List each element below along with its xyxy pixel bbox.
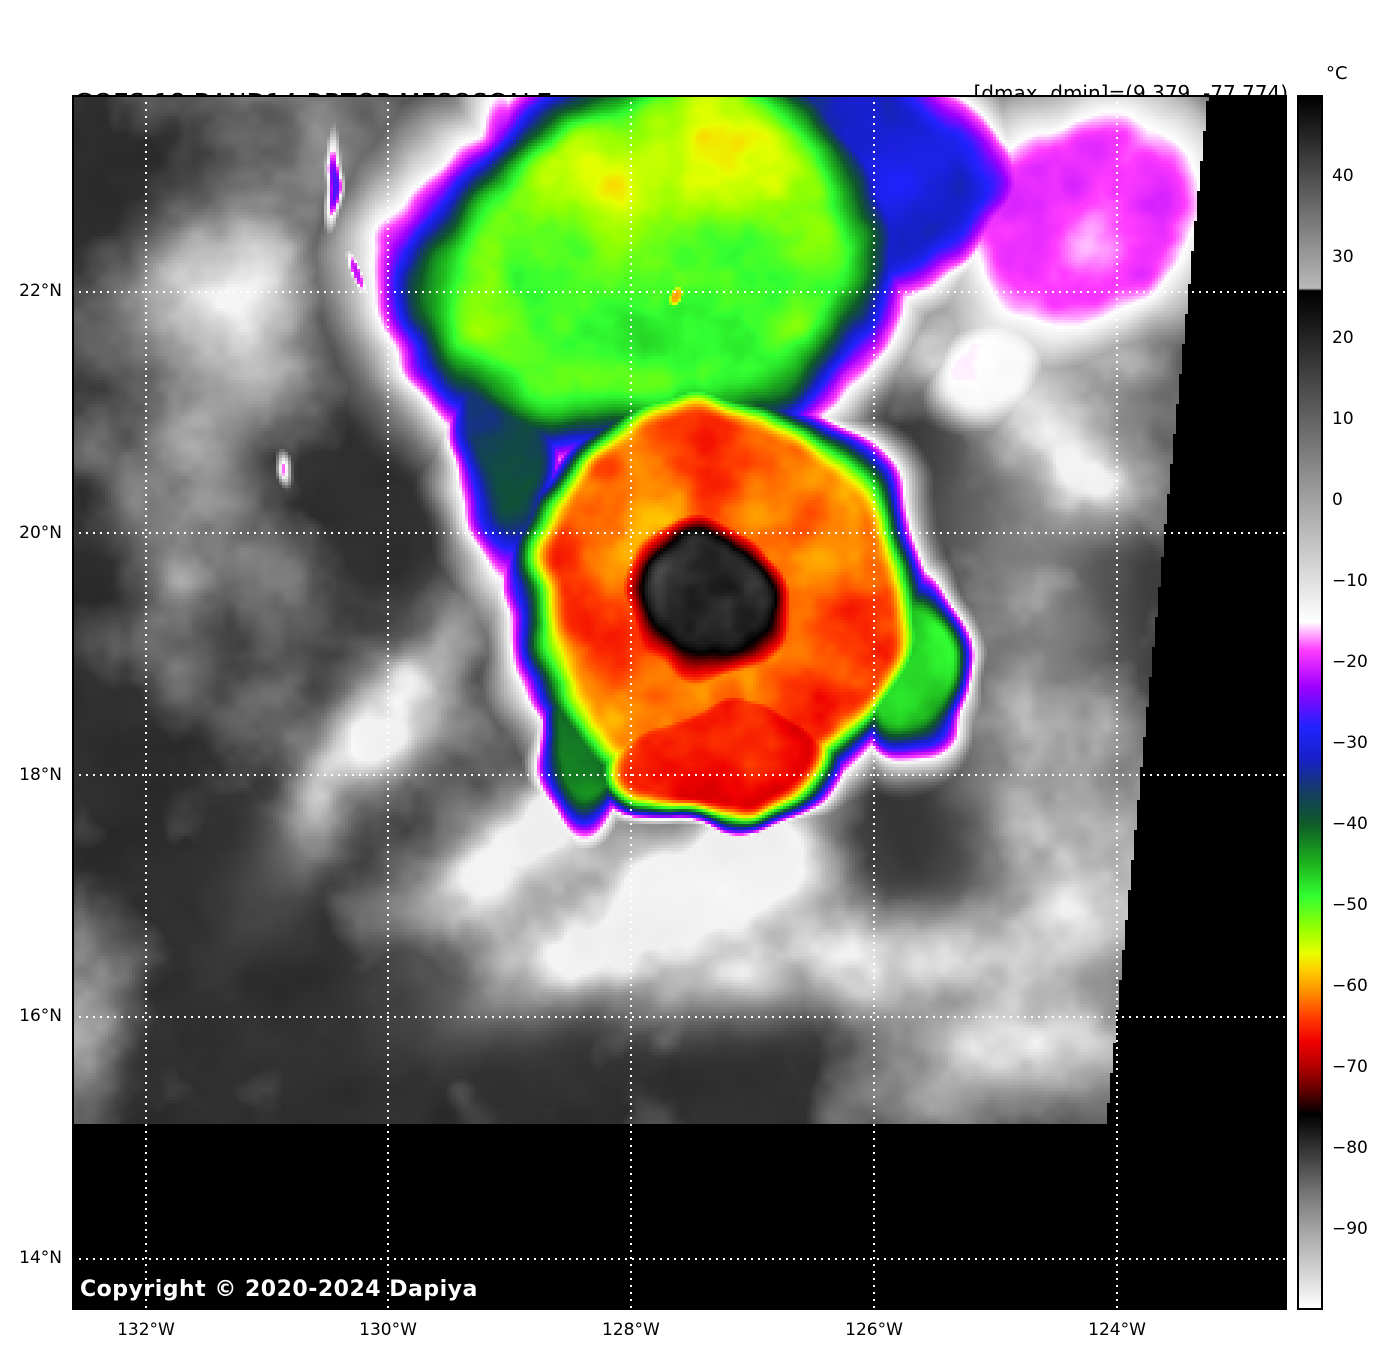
- colorbar-tick-label: −90: [1332, 1218, 1368, 1239]
- temperature-colorbar: [1297, 95, 1323, 1310]
- colorbar-tick-label: 30: [1332, 246, 1354, 267]
- colorbar-tick-label: −30: [1332, 732, 1368, 753]
- colorbar-tick-label: 0: [1332, 489, 1343, 510]
- colorbar-tick-label: 40: [1332, 165, 1354, 186]
- colorbar-tick-label: −50: [1332, 894, 1368, 915]
- satellite-map-axes: Copyright © 2020-2024 Dapiya: [72, 95, 1287, 1310]
- y-tick-label: 20°N: [19, 522, 62, 543]
- y-tick-label: 22°N: [19, 281, 62, 302]
- x-tick-label: 132°W: [117, 1320, 175, 1340]
- copyright-watermark: Copyright © 2020-2024 Dapiya: [80, 1277, 478, 1302]
- x-tick-label: 124°W: [1088, 1320, 1146, 1340]
- colorbar-tick-label: 20: [1332, 327, 1354, 348]
- satellite-image-canvas: [72, 95, 1287, 1310]
- y-tick-label: 16°N: [19, 1006, 62, 1027]
- colorbar-tick-label: −40: [1332, 813, 1368, 834]
- y-tick-label: 18°N: [19, 764, 62, 785]
- colorbar-unit-label: °C: [1326, 63, 1348, 84]
- colorbar-tick-label: −70: [1332, 1056, 1368, 1077]
- colorbar-tick-label: 10: [1332, 408, 1354, 429]
- colorbar-tick-label: −80: [1332, 1137, 1368, 1158]
- y-tick-label: 14°N: [19, 1248, 62, 1269]
- colorbar-tick-label: −20: [1332, 651, 1368, 672]
- colorbar-tick-label: −60: [1332, 975, 1368, 996]
- colorbar-tick-label: −10: [1332, 570, 1368, 591]
- x-tick-label: 130°W: [359, 1320, 417, 1340]
- x-tick-label: 126°W: [845, 1320, 903, 1340]
- x-tick-label: 128°W: [602, 1320, 660, 1340]
